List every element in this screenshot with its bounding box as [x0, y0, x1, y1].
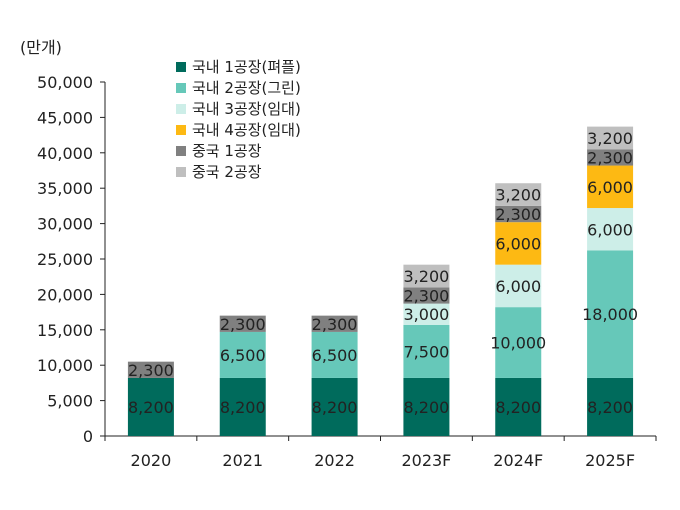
legend-label: 중국 1공장 — [192, 141, 262, 160]
legend-item: 국내 2공장(그린) — [176, 77, 301, 98]
bar-segment — [587, 165, 634, 209]
legend-swatch — [176, 103, 186, 114]
data-label: 8,200 — [495, 398, 541, 417]
bar-segment — [403, 377, 450, 436]
y-tick-label: 0 — [83, 427, 93, 446]
x-category-label: 2021 — [222, 451, 263, 470]
bar-segment — [587, 250, 634, 378]
bar-segment — [403, 264, 450, 288]
y-tick-label: 10,000 — [37, 356, 93, 375]
data-label: 8,200 — [220, 398, 266, 417]
y-tick-label: 20,000 — [37, 285, 93, 304]
data-label: 18,000 — [582, 305, 638, 324]
chart-legend: 국내 1공장(펴플) 국내 2공장(그린) 국내 3공장(임대) 국내 4공장(임대)… — [176, 56, 301, 182]
bar-segment — [403, 303, 450, 325]
legend-label: 중국 2공장 — [192, 162, 262, 181]
bar-segment — [219, 315, 266, 332]
x-axis: 2020 2021 2022 2023F 2024F 2025F — [104, 435, 657, 470]
data-label: 8,200 — [587, 398, 633, 417]
legend-item: 중국 2공장 — [176, 161, 301, 182]
y-axis: 0 5,000 10,000 15,000 20,000 25,000 30,000 35,0… — [37, 73, 106, 446]
bar-segment — [311, 331, 358, 378]
legend-item: 국내 3공장(임대) — [176, 98, 301, 119]
y-tick-label: 45,000 — [37, 108, 93, 127]
legend-swatch — [176, 82, 186, 93]
bar-segment — [495, 205, 542, 223]
x-category-label: 2020 — [131, 451, 172, 470]
bar-segment — [403, 324, 450, 378]
legend-item: 중국 1공장 — [176, 140, 301, 161]
y-axis-unit-label: (만개) — [20, 38, 62, 57]
data-label: 6,000 — [587, 220, 633, 239]
bar-segment — [219, 377, 266, 436]
data-label: 6,000 — [495, 277, 541, 296]
data-label: 6,500 — [312, 346, 358, 365]
legend-item: 국내 1공장(펴플) — [176, 56, 301, 77]
data-label: 8,200 — [404, 398, 450, 417]
legend-label: 국내 1공장(펴플) — [192, 57, 301, 76]
data-label: 3,200 — [587, 129, 633, 148]
data-label: 2,300 — [128, 361, 174, 380]
y-tick-label: 40,000 — [37, 144, 93, 163]
y-tick-label: 50,000 — [37, 73, 93, 92]
bar-segment — [587, 126, 634, 150]
legend-swatch — [176, 124, 186, 135]
data-label: 2,300 — [495, 205, 541, 224]
bar-segment — [495, 264, 542, 308]
data-label: 3,000 — [404, 305, 450, 324]
data-label: 7,500 — [404, 342, 450, 361]
data-labels: 8,200 2,300 8,200 6,500 2,300 8,200 6,500 2,300… — [128, 129, 638, 417]
y-tick-label: 30,000 — [37, 215, 93, 234]
x-category-label: 2024F — [493, 451, 543, 470]
bar-segment — [403, 287, 450, 304]
data-label: 3,200 — [404, 267, 450, 286]
bar-segment — [127, 377, 174, 436]
bar-segment — [219, 331, 266, 378]
bar-segment — [587, 377, 634, 436]
y-tick-label: 5,000 — [47, 392, 93, 411]
bar-segment — [587, 208, 634, 251]
legend-swatch — [176, 166, 186, 177]
x-category-label: 2023F — [401, 451, 451, 470]
data-label: 2,300 — [220, 315, 266, 334]
bar-segment — [495, 183, 542, 206]
bar-segment — [495, 377, 542, 436]
y-tick-label: 15,000 — [37, 321, 93, 340]
data-label: 6,000 — [587, 178, 633, 197]
bar-segment — [495, 222, 542, 265]
legend-label: 국내 2공장(그린) — [192, 78, 301, 97]
legend-swatch — [176, 61, 186, 72]
data-label: 8,200 — [312, 398, 358, 417]
bar-segment — [495, 307, 542, 378]
data-label: 3,200 — [495, 186, 541, 205]
bar-segment — [587, 149, 634, 166]
legend-swatch — [176, 145, 186, 156]
legend-label: 국내 4공장(임대) — [192, 120, 301, 139]
y-tick-label: 25,000 — [37, 250, 93, 269]
bar-stacks — [127, 126, 634, 436]
data-label: 2,300 — [312, 315, 358, 334]
bar-segment — [311, 377, 358, 436]
legend-item: 국내 4공장(임대) — [176, 119, 301, 140]
bar-segment — [127, 361, 174, 378]
x-category-label: 2025F — [585, 451, 635, 470]
data-label: 8,200 — [128, 398, 174, 417]
bar-segment — [311, 315, 358, 332]
legend-label: 국내 3공장(임대) — [192, 99, 301, 118]
data-label: 6,500 — [220, 346, 266, 365]
data-label: 10,000 — [490, 334, 546, 353]
x-category-label: 2022 — [314, 451, 355, 470]
data-label: 6,000 — [495, 234, 541, 253]
data-label: 2,300 — [587, 148, 633, 167]
y-tick-label: 35,000 — [37, 179, 93, 198]
data-label: 2,300 — [404, 286, 450, 305]
